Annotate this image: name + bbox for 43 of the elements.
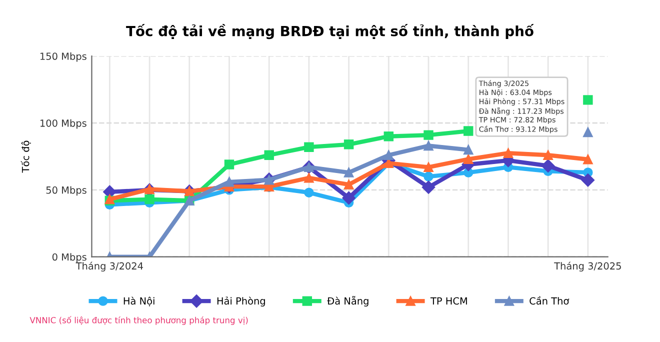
point xyxy=(344,168,354,178)
point xyxy=(342,191,356,205)
legend-label: Đà Nẵng xyxy=(327,296,368,306)
point xyxy=(384,132,394,142)
point xyxy=(384,150,394,160)
y-tick-label: 50 Mbps xyxy=(46,186,86,196)
legend-label: Cần Thơ xyxy=(530,296,570,305)
point xyxy=(583,154,593,164)
point xyxy=(344,140,354,150)
point xyxy=(581,174,595,187)
chart-title: Tốc độ tải về mạng BRDĐ tại một số tỉnh, thành phố xyxy=(126,24,534,40)
point xyxy=(304,188,314,198)
y-axis-title: Tốc độ xyxy=(20,140,31,173)
y-tick-label: 100 Mbps xyxy=(40,119,86,129)
point xyxy=(464,144,474,155)
point xyxy=(424,172,434,182)
point xyxy=(424,162,434,172)
point xyxy=(503,148,514,158)
text: VNNIC (số liệu được tính theo phương pháp trung vị) xyxy=(30,316,248,325)
y-tick-label: 0 Mbps xyxy=(52,253,86,263)
legend-label: Hải Phòng xyxy=(217,296,265,306)
point xyxy=(424,140,434,151)
point xyxy=(543,150,553,160)
y-tick-label: 150 Mbps xyxy=(40,52,86,62)
point xyxy=(224,160,234,170)
point xyxy=(224,177,234,187)
point xyxy=(264,150,274,160)
point xyxy=(304,142,314,152)
point xyxy=(464,154,474,164)
point xyxy=(422,180,436,194)
legend-label: Hà Nội xyxy=(124,296,154,306)
point xyxy=(424,130,434,140)
point xyxy=(541,159,555,172)
point xyxy=(344,180,354,190)
point xyxy=(304,173,314,183)
point xyxy=(583,95,593,105)
legend-label: TP HCM xyxy=(430,297,467,305)
point xyxy=(583,127,593,138)
point xyxy=(144,184,154,194)
point xyxy=(264,175,274,185)
x-tick-label: Tháng 3/2024 xyxy=(76,262,143,272)
point xyxy=(144,194,154,204)
point xyxy=(464,126,474,136)
